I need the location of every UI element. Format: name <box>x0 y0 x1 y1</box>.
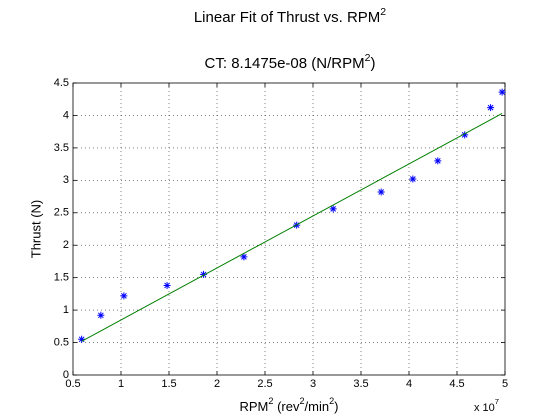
chart-subtitle: CT: 8.1475e-08 (N/RPM2) <box>205 52 376 72</box>
superscript: 2 <box>299 396 304 406</box>
data-point <box>78 335 86 343</box>
y-tick-label: 1 <box>63 304 69 316</box>
x-tick-label: 1 <box>118 378 124 390</box>
x-axis-label: RPM2 (rev2/min2) <box>240 396 339 414</box>
text-part: ) <box>334 399 338 414</box>
x-tick-label: 4 <box>406 378 412 390</box>
y-tick-label: 0.5 <box>54 336 69 348</box>
fit-line <box>81 113 503 342</box>
chart-title: Linear Fit of Thrust vs. RPM2 <box>194 6 386 26</box>
x-tick-label: 2.5 <box>257 378 272 390</box>
data-point <box>377 188 385 196</box>
text-part: (rev <box>273 399 300 414</box>
y-tick-label: 1.5 <box>54 272 69 284</box>
data-point <box>461 131 469 139</box>
data-point <box>163 281 171 289</box>
text-part: /min <box>305 399 330 414</box>
x-multiplier: x 107 <box>474 397 499 414</box>
text-part: Linear Fit of Thrust vs. RPM <box>194 9 380 26</box>
y-tick-label: 4.5 <box>54 77 69 89</box>
y-tick-label: 2 <box>63 239 69 251</box>
y-tick-label: 4 <box>63 109 69 121</box>
y-tick-label: 2.5 <box>54 207 69 219</box>
superscript: 7 <box>495 397 499 406</box>
superscript: 2 <box>268 396 273 406</box>
data-point <box>240 253 248 261</box>
data-point <box>498 88 506 96</box>
data-point <box>120 292 128 300</box>
data-point <box>329 205 337 213</box>
x-tick-label: 1.5 <box>161 378 176 390</box>
superscript: 2 <box>380 6 386 18</box>
text-part: RPM <box>240 399 269 414</box>
x-tick-label: 3.5 <box>353 378 368 390</box>
data-point <box>409 175 417 183</box>
data-point <box>200 270 208 278</box>
x-tick-label: 5 <box>502 378 508 390</box>
y-tick-label: 3 <box>63 174 69 186</box>
x-tick-label: 3 <box>310 378 316 390</box>
y-tick-label: 3.5 <box>54 142 69 154</box>
text-part: x 10 <box>474 402 495 414</box>
text-part: ) <box>370 55 375 72</box>
superscript: 2 <box>329 396 334 406</box>
text-part: CT: 8.1475e-08 (N/RPM <box>205 55 365 72</box>
y-tick-label: 0 <box>63 369 69 381</box>
data-point <box>434 157 442 165</box>
data-point <box>487 104 495 112</box>
x-tick-label: 4.5 <box>449 378 464 390</box>
data-point <box>97 311 105 319</box>
superscript: 2 <box>365 52 371 64</box>
y-axis-label: Thrust (N) <box>28 200 43 259</box>
x-tick-label: 0.5 <box>65 378 80 390</box>
x-tick-label: 2 <box>214 378 220 390</box>
